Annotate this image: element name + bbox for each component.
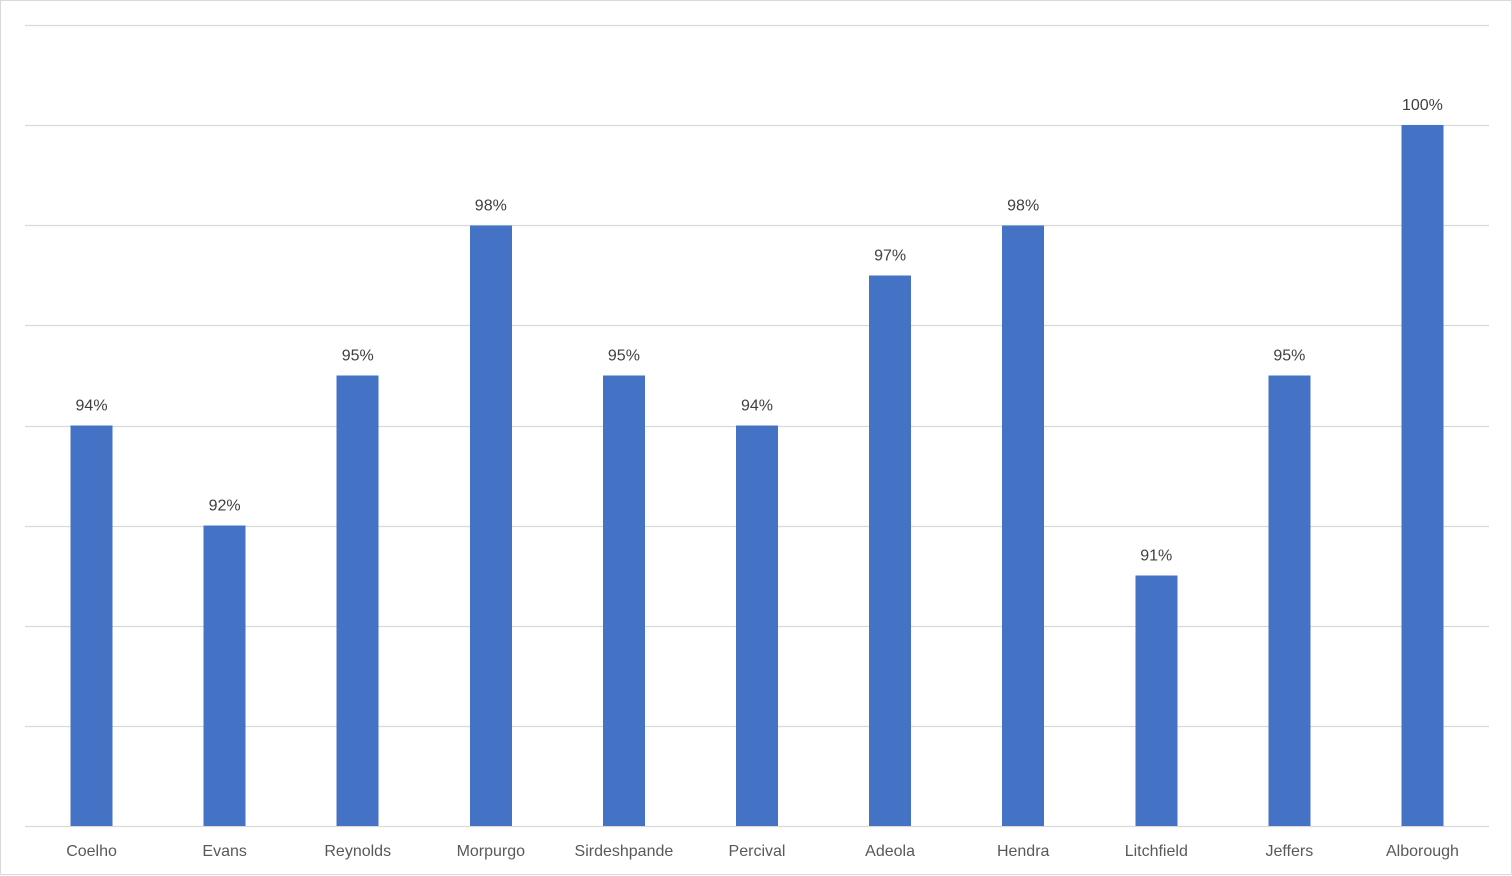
data-label-evans: 92% — [209, 498, 241, 515]
bar-jeffers — [1268, 375, 1311, 826]
x-tick-label-adeola: Adeola — [865, 843, 915, 860]
data-label-sirdeshpande: 95% — [608, 347, 640, 364]
data-label-alborough: 100% — [1402, 97, 1443, 114]
x-tick-label-morpurgo: Morpurgo — [457, 843, 526, 860]
data-label-reynolds: 95% — [342, 347, 374, 364]
bar-evans — [203, 525, 246, 826]
data-label-coelho: 94% — [76, 398, 108, 415]
data-label-litchfield: 91% — [1140, 548, 1172, 565]
x-tick-label-percival: Percival — [729, 843, 786, 860]
bar-percival — [736, 425, 778, 826]
x-tick-label-sirdeshpande: Sirdeshpande — [575, 843, 674, 860]
bar-morpurgo — [469, 225, 512, 826]
bar-litchfield — [1135, 575, 1178, 826]
data-labels: 94% 92% 95% 98% 95% 94% 97% 98% 91% 95% 100% — [76, 97, 1443, 565]
data-label-morpurgo: 98% — [475, 197, 507, 214]
x-tick-label-reynolds: Reynolds — [324, 843, 391, 860]
data-label-adeola: 97% — [874, 247, 906, 264]
data-label-hendra: 98% — [1007, 197, 1039, 214]
x-tick-label-coelho: Coelho — [66, 843, 117, 860]
bar-adeola — [869, 275, 912, 826]
x-tick-label-litchfield: Litchfield — [1125, 843, 1188, 860]
x-tick-label-hendra: Hendra — [997, 843, 1050, 860]
gridlines — [25, 24, 1489, 828]
bar-alborough — [1401, 125, 1444, 826]
data-label-percival: 94% — [741, 398, 773, 415]
bar-reynolds — [336, 375, 379, 826]
data-label-jeffers: 95% — [1273, 347, 1305, 364]
x-tick-label-jeffers: Jeffers — [1265, 843, 1313, 860]
x-tick-label-evans: Evans — [202, 843, 246, 860]
bars — [70, 125, 1444, 826]
bar-sirdeshpande — [602, 375, 645, 826]
x-axis-tick-labels: Coelho Evans Reynolds Morpurgo Sirdeshpande P… — [66, 843, 1459, 860]
bar-hendra — [1002, 225, 1045, 826]
x-tick-label-alborough: Alborough — [1386, 843, 1459, 860]
bar-coelho — [70, 425, 113, 826]
